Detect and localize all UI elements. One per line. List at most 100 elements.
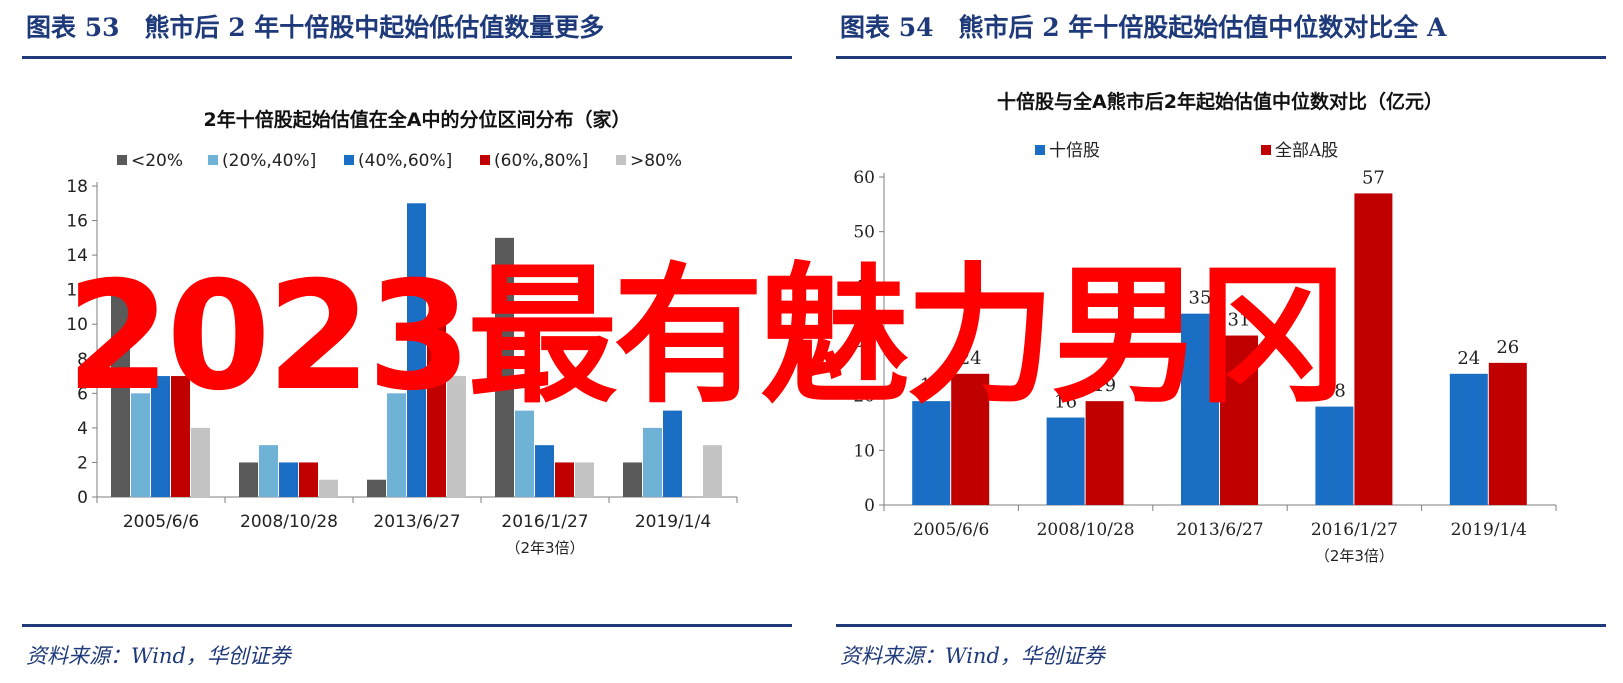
legend-label: >80% <box>630 151 682 171</box>
legend-label: 十倍股 <box>1049 141 1100 161</box>
bar <box>319 479 338 497</box>
bar <box>1085 401 1124 505</box>
bar <box>1488 362 1527 505</box>
bar <box>623 462 642 497</box>
data-label: 16 <box>1054 392 1077 413</box>
bar <box>1354 193 1393 505</box>
legend-label: <20% <box>131 151 183 171</box>
watermark-text: 2023最有魅力男冈 <box>66 250 1347 424</box>
x-category-label: 2005/6/6 <box>123 512 199 532</box>
bar <box>515 410 534 497</box>
bar <box>239 462 258 497</box>
legend-swatch <box>344 155 354 165</box>
chart-title: 2年十倍股起始估值在全A中的分位区间分布（家） <box>204 108 631 131</box>
y-tick-label: 10 <box>66 315 88 335</box>
y-tick-label: 50 <box>853 223 875 243</box>
bar <box>1315 406 1354 505</box>
legend-label: (60%,80%] <box>494 151 588 171</box>
y-tick-label: 18 <box>66 177 88 197</box>
y-tick-label: 30 <box>853 332 875 352</box>
left-bottom-rule <box>22 624 792 627</box>
y-tick-label: 10 <box>853 441 875 461</box>
legend-swatch <box>1035 145 1045 155</box>
legend-swatch <box>480 155 490 165</box>
bar <box>387 393 406 497</box>
legend-label: 全部A股 <box>1275 141 1338 161</box>
legend-swatch <box>208 155 218 165</box>
y-tick-label: 60 <box>853 168 875 188</box>
left-source: 资料来源：Wind，华创证券 <box>26 644 291 668</box>
data-label: 24 <box>1457 348 1480 369</box>
bar <box>1181 313 1219 505</box>
right-panel: 图表 54 熊市后 2 年十倍股起始估值中位数对比全 A 十倍股与全A熊市后2年… <box>836 0 1606 683</box>
bar <box>407 203 426 497</box>
right-source: 资料来源：Wind，华创证券 <box>840 644 1105 668</box>
right-bottom-rule <box>836 624 1606 627</box>
right-bar-chart: 十倍股与全A熊市后2年起始估值中位数对比（亿元） 十倍股 全部A股 0 10 20 30 40… <box>853 90 1557 565</box>
x-category-note: （2年3倍） <box>1315 547 1394 565</box>
x-category-label: 2005/6/6 <box>913 520 989 540</box>
bar <box>495 237 514 498</box>
x-category-label: 2013/6/27 <box>373 512 460 532</box>
bar <box>643 427 662 497</box>
x-category-label: 2016/1/27 <box>1311 520 1398 540</box>
data-label: 35 <box>1189 288 1212 309</box>
legend-label: (20%,40%] <box>222 151 316 171</box>
x-category-label: 2008/10/28 <box>240 512 338 532</box>
y-tick-label: 6 <box>77 384 88 404</box>
bar <box>151 376 170 497</box>
bar <box>299 462 318 497</box>
left-figure-title: 图表 53 熊市后 2 年十倍股中起始低估值数量更多 <box>26 13 605 42</box>
y-tick-label: 40 <box>853 277 875 297</box>
bar <box>912 401 951 505</box>
y-tick-label: 16 <box>66 212 88 232</box>
bar <box>703 445 722 497</box>
data-label: 18 <box>1323 381 1346 402</box>
x-category-label: 2019/1/4 <box>635 512 711 532</box>
bar <box>191 427 210 497</box>
y-tick-label: 14 <box>66 246 88 266</box>
data-label: 19 <box>920 375 943 396</box>
bar <box>367 479 386 497</box>
bar <box>1220 335 1258 505</box>
data-label: 31 <box>1228 310 1251 331</box>
legend-swatch <box>117 155 127 165</box>
bar <box>575 462 594 497</box>
data-label: 19 <box>1093 375 1116 396</box>
y-tick-label: 4 <box>77 419 88 439</box>
bar <box>535 445 554 497</box>
x-category-note: （2年3倍） <box>505 539 584 557</box>
legend-swatch <box>1261 145 1271 155</box>
bar <box>663 410 682 497</box>
right-figure-title: 图表 54 熊市后 2 年十倍股起始估值中位数对比全 A <box>840 13 1447 42</box>
bar <box>1449 373 1488 505</box>
left-bar-chart: 2年十倍股起始估值在全A中的分位区间分布（家） <20% (20%,40%] (40%… <box>66 108 738 557</box>
bar <box>131 393 150 497</box>
y-tick-label: 8 <box>77 350 88 370</box>
bar <box>427 324 446 497</box>
x-category-label: 2016/1/27 <box>501 512 588 532</box>
y-tick-label: 0 <box>864 496 875 516</box>
bar <box>259 445 278 497</box>
bar <box>1046 417 1085 505</box>
right-top-rule <box>836 56 1606 59</box>
x-category-label: 2013/6/27 <box>1176 520 1263 540</box>
x-category-label: 2019/1/4 <box>1451 520 1527 540</box>
bar <box>555 462 574 497</box>
data-label: 24 <box>959 348 982 369</box>
x-category-label: 2008/10/28 <box>1037 520 1135 540</box>
bar <box>447 376 466 497</box>
legend-label: (40%,60%] <box>358 151 452 171</box>
data-label: 26 <box>1496 337 1519 358</box>
bar <box>171 376 190 497</box>
left-top-rule <box>22 56 792 59</box>
y-tick-label: 12 <box>66 281 88 301</box>
legend-swatch <box>616 155 626 165</box>
bar <box>279 462 298 497</box>
y-tick-label: 2 <box>77 453 88 473</box>
left-panel: 图表 53 熊市后 2 年十倍股中起始低估值数量更多 2年十倍股起始估值在全A中… <box>22 0 792 683</box>
y-tick-label: 20 <box>853 387 875 407</box>
y-tick-label: 0 <box>77 488 88 508</box>
data-label: 57 <box>1362 167 1385 188</box>
bar <box>111 289 130 497</box>
